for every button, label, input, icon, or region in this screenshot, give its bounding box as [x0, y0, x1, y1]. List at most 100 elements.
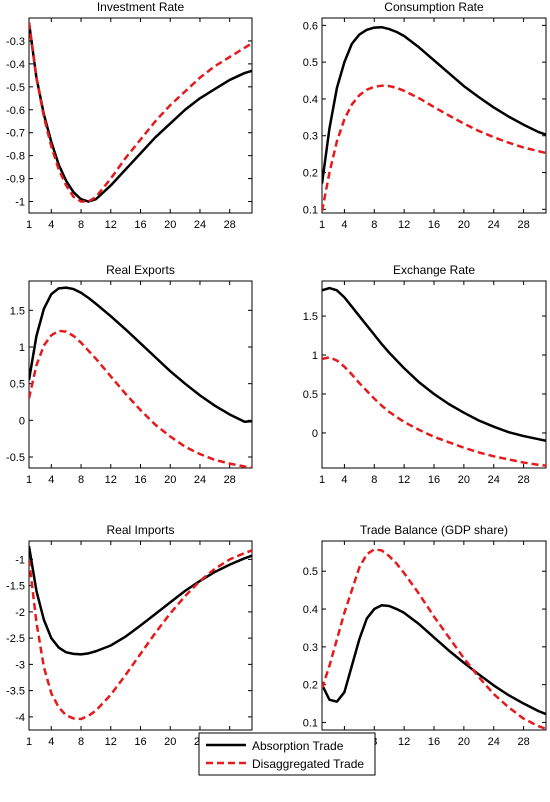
- x-tick-label: 24: [488, 474, 500, 486]
- x-tick-label: 20: [164, 219, 176, 231]
- x-tick-label: 1: [26, 474, 32, 486]
- y-tick-label: -1: [15, 197, 25, 209]
- series-line-absorption: [29, 22, 252, 203]
- panel-investment-rate: Investment Rate 1 4 8 12 16 20 24 28 -1 -0.9 -0.8 -0…: [6, 0, 253, 231]
- plot-frame: [321, 17, 547, 214]
- chart-title: Trade Balance (GDP share): [360, 523, 508, 537]
- y-tick-label: -0.6: [6, 105, 25, 117]
- x-tick-label: 12: [105, 219, 117, 231]
- x-tick-label: 8: [371, 219, 377, 231]
- x-tick-label: 16: [428, 736, 440, 748]
- panel-consumption-rate: Consumption Rate 1 4 8 12 16 20 24 28 0.1 0.2 0.3 0.…: [303, 0, 547, 231]
- y-tick-label: 0.5: [10, 379, 25, 391]
- x-tick-label: 4: [341, 474, 347, 486]
- y-tick-label: 1.5: [303, 311, 318, 323]
- series-line-disaggregated: [29, 549, 252, 721]
- x-tick-label: 4: [48, 219, 54, 231]
- panel-real-imports: Real Imports1481216202428-4-3.5-3-2.5-2-…: [6, 523, 253, 748]
- y-tick-label: -0.9: [6, 174, 25, 186]
- y-tick-label: 0.3: [303, 642, 318, 654]
- legend-label-disaggregated: Disaggregated Trade: [252, 757, 364, 771]
- x-tick-label: 1: [319, 219, 325, 231]
- y-tick-label: 0.5: [303, 566, 318, 578]
- plot-frame: [321, 280, 547, 469]
- x-tick-label: 24: [194, 219, 206, 231]
- series-line-disaggregated: [322, 548, 546, 730]
- y-tick-label: -2: [15, 607, 25, 619]
- x-tick-label: 4: [48, 736, 54, 748]
- y-tick-label: -3.5: [6, 686, 25, 698]
- x-tick-label: 20: [458, 736, 470, 748]
- y-tick-label: 0.3: [303, 131, 318, 143]
- y-tick-label: -0.7: [6, 128, 25, 140]
- series-line-absorption: [29, 546, 252, 656]
- plot-frame: [28, 280, 253, 469]
- x-tick-label: 1: [26, 736, 32, 748]
- x-tick-label: 28: [224, 219, 236, 231]
- x-tick-label: 20: [164, 474, 176, 486]
- legend-label-absorption: Absorption Trade: [252, 739, 344, 753]
- y-tick-label: -4: [15, 712, 25, 724]
- series-line-absorption: [322, 604, 546, 716]
- x-tick-label: 24: [488, 736, 500, 748]
- x-tick-label: 12: [398, 736, 410, 748]
- chart-title: Investment Rate: [97, 0, 185, 14]
- series-line-disaggregated: [29, 22, 252, 203]
- y-tick-label: 0.2: [303, 680, 318, 692]
- x-tick-label: 12: [398, 474, 410, 486]
- series-line-disaggregated: [322, 84, 546, 212]
- x-tick-label: 16: [134, 219, 146, 231]
- y-tick-label: -0.4: [6, 59, 25, 71]
- x-tick-label: 12: [105, 736, 117, 748]
- x-tick-label: 24: [488, 219, 500, 231]
- series-line-absorption: [322, 286, 546, 442]
- x-tick-label: 8: [78, 474, 84, 486]
- y-tick-label: -0.5: [6, 82, 25, 94]
- x-tick-label: 8: [371, 474, 377, 486]
- plot-frame: [321, 540, 547, 731]
- y-tick-label: -1.5: [6, 581, 25, 593]
- series-line-absorption: [322, 25, 546, 184]
- chart-title: Real Exports: [106, 263, 175, 277]
- y-tick-label: -1: [15, 554, 25, 566]
- y-tick-label: -0.5: [6, 452, 25, 464]
- y-tick-label: 0.4: [303, 94, 318, 106]
- y-tick-label: 0.2: [303, 168, 318, 180]
- x-tick-label: 24: [194, 474, 206, 486]
- x-tick-label: 12: [398, 219, 410, 231]
- chart-title: Consumption Rate: [384, 0, 484, 14]
- x-tick-label: 28: [224, 474, 236, 486]
- y-tick-label: 0: [19, 415, 25, 427]
- panel-exchange-rate: Exchange Rate 1 4 8 12 16 20 24 28 0 0.5 1 1.5: [303, 263, 547, 486]
- legend: Absorption Trade Disaggregated Trade: [198, 732, 376, 776]
- y-tick-label: 0.1: [303, 204, 318, 216]
- panel-trade-balance: Trade Balance (GDP share)14812162024280.…: [303, 523, 547, 748]
- x-tick-label: 16: [428, 474, 440, 486]
- y-tick-label: -0.8: [6, 151, 25, 163]
- y-tick-label: -0.3: [6, 36, 25, 48]
- y-tick-label: 0.6: [303, 20, 318, 32]
- x-tick-label: 16: [428, 219, 440, 231]
- y-tick-label: -2.5: [6, 633, 25, 645]
- y-tick-label: 1.5: [10, 305, 25, 317]
- x-tick-label: 20: [458, 474, 470, 486]
- x-tick-label: 4: [48, 474, 54, 486]
- x-tick-label: 12: [105, 474, 117, 486]
- x-tick-label: 20: [164, 736, 176, 748]
- x-tick-label: 16: [134, 736, 146, 748]
- x-tick-label: 20: [458, 219, 470, 231]
- y-tick-label: 0.1: [303, 717, 318, 729]
- y-tick-label: 0.5: [303, 389, 318, 401]
- x-tick-label: 16: [134, 474, 146, 486]
- chart-title: Exchange Rate: [393, 263, 475, 277]
- y-tick-label: 1: [19, 342, 25, 354]
- x-tick-label: 4: [341, 219, 347, 231]
- legend-box: [198, 732, 376, 776]
- y-tick-label: 0: [312, 428, 318, 440]
- y-tick-label: 0.5: [303, 57, 318, 69]
- plot-frame: [28, 17, 253, 214]
- x-tick-label: 28: [517, 736, 529, 748]
- y-tick-label: 1: [312, 350, 318, 362]
- series-line-disaggregated: [322, 356, 546, 467]
